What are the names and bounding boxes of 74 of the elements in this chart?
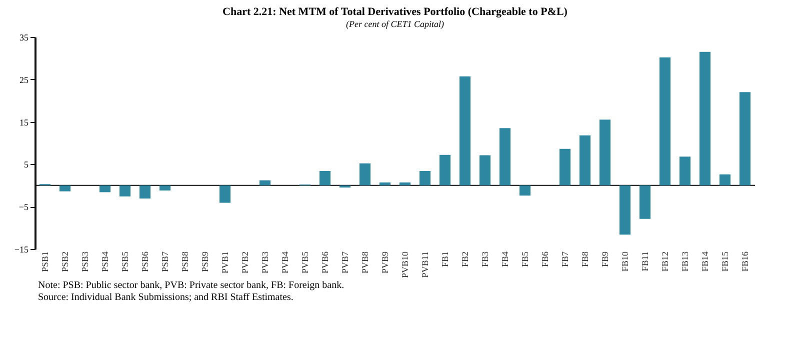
x-tick-label: FB12 <box>660 252 670 272</box>
text: Note: PSB: Public sector bank, PVB: Private sector bank, FB: Foreign bank. <box>38 280 346 292</box>
bar <box>620 185 630 235</box>
x-tick-label: PSB8 <box>180 251 190 272</box>
bar <box>100 185 110 192</box>
bar <box>560 148 570 186</box>
bar <box>120 185 130 196</box>
bar <box>220 185 230 203</box>
x-tick-label: FB14 <box>700 251 710 272</box>
bar <box>420 170 430 186</box>
x-tick-label: PVB5 <box>300 251 310 274</box>
bar <box>740 92 750 186</box>
x-tick-label: FB13 <box>680 251 690 272</box>
y-tick-label: 15 <box>20 117 29 128</box>
bar <box>260 180 270 186</box>
source-note: Source: Individual Bank Submissions; and RBI Staff Estimates. <box>38 292 294 304</box>
x-tick-label: PVB11 <box>420 252 430 278</box>
chart-title: Chart 2.21: Net MTM of Total Derivatives Portfolio (Chargeable to P&L) <box>222 6 568 18</box>
x-tick-label: PVB9 <box>380 251 390 274</box>
y-tick-label: 25 <box>20 74 29 85</box>
x-tick-label: FB5 <box>520 251 530 268</box>
x-tick-label: PVB4 <box>280 251 290 274</box>
x-tick-label: PSB4 <box>100 251 110 272</box>
bar <box>320 170 330 186</box>
x-tick-label: PSB9 <box>200 251 210 272</box>
x-tick-label: PSB3 <box>80 251 90 272</box>
bar <box>500 128 510 186</box>
bar <box>660 57 670 186</box>
bar <box>680 156 690 186</box>
x-tick-label: FB15 <box>720 251 730 272</box>
x-tick-label: FB11 <box>640 252 650 272</box>
bar <box>720 174 730 186</box>
x-tick-label: FB3 <box>480 251 490 268</box>
y-tick-label: −15 <box>14 244 29 254</box>
x-tick-label: PVB7 <box>340 251 350 274</box>
chart-subtitle: (Per cent of CET1 Capital) <box>346 19 444 29</box>
bar <box>520 185 530 196</box>
bar <box>340 185 350 188</box>
y-tick-label: 35 <box>20 32 29 42</box>
x-tick-label: FB9 <box>600 251 610 268</box>
bar <box>600 120 610 186</box>
x-tick-label: FB16 <box>740 251 750 272</box>
bar <box>60 185 70 192</box>
x-tick-label: FB2 <box>460 252 470 268</box>
x-tick-label: PVB10 <box>400 251 410 278</box>
x-tick-label: FB8 <box>580 251 590 268</box>
bar <box>400 182 410 186</box>
bar <box>440 154 450 186</box>
x-tick-label: FB10 <box>620 251 630 272</box>
x-tick-label: PSB5 <box>120 251 130 272</box>
x-tick-label: FB6 <box>540 251 550 268</box>
bar <box>580 135 590 186</box>
x-tick-label: PSB7 <box>160 251 170 272</box>
bar <box>360 163 370 186</box>
x-tick-label: PSB1 <box>40 252 50 272</box>
x-tick-label: PVB2 <box>240 252 250 274</box>
x-tick-label: FB7 <box>560 251 570 268</box>
bar <box>460 76 470 186</box>
bar <box>640 185 650 219</box>
x-tick-label: PVB6 <box>320 251 330 274</box>
x-tick-label: PVB1 <box>220 252 230 274</box>
bar <box>380 182 390 186</box>
bar <box>160 185 170 190</box>
x-tick-label: PSB6 <box>140 251 150 272</box>
y-tick-label: 5 <box>24 160 29 170</box>
y-tick-label: −5 <box>18 202 29 212</box>
x-tick-label: FB1 <box>440 252 450 268</box>
bar <box>480 155 490 186</box>
x-tick-label: FB4 <box>500 251 510 268</box>
bar <box>700 52 710 186</box>
bar <box>140 185 150 199</box>
x-tick-label: PSB2 <box>60 252 70 272</box>
x-tick-label: PVB3 <box>260 251 270 274</box>
x-tick-label: PVB8 <box>360 251 370 274</box>
